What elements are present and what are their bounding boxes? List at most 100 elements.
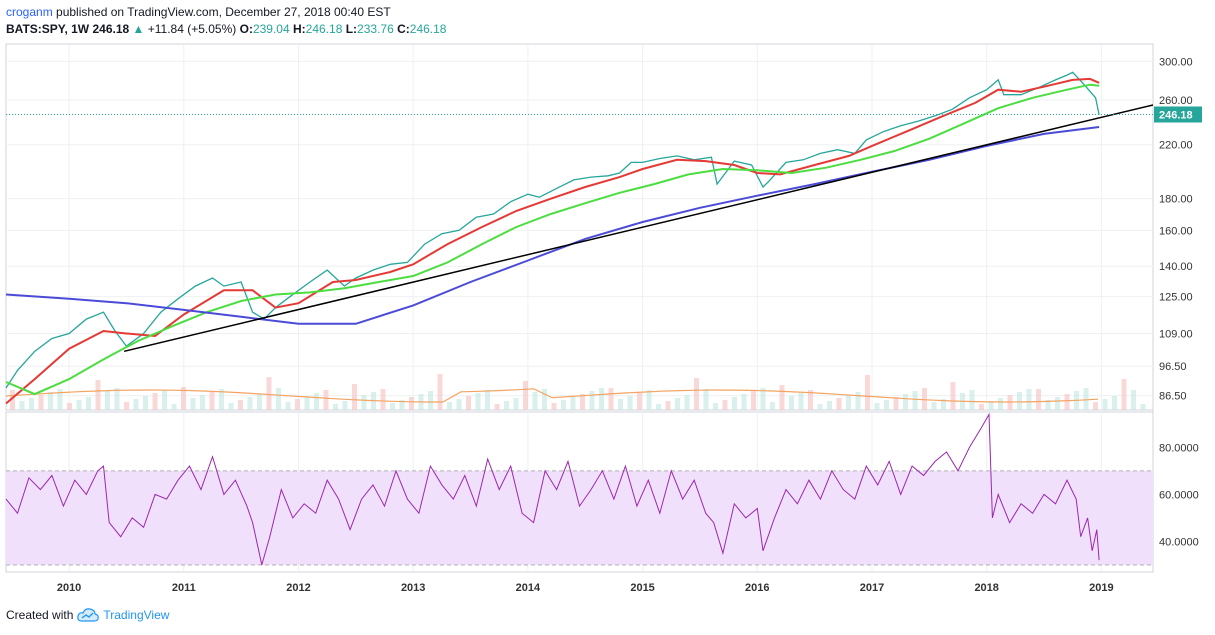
volume-bar-44	[428, 391, 433, 410]
volume-bar-88	[846, 395, 851, 410]
volume-bar-31	[304, 396, 310, 410]
volume-bar-6	[67, 403, 72, 410]
footer: Created with TradingView	[6, 608, 169, 622]
open-value: 239.04	[252, 22, 290, 36]
volume-bar-103	[988, 401, 994, 410]
volume-bar-30	[295, 399, 300, 410]
current-price-tag	[1154, 106, 1202, 123]
time-tick-label-4: 2014	[516, 582, 541, 594]
volume-bar-118	[1131, 390, 1136, 410]
volume-bar-3	[38, 395, 44, 410]
time-tick-label-9: 2019	[1089, 582, 1113, 594]
volume-bar-25	[247, 397, 253, 410]
tradingview-brand[interactable]: TradingView	[103, 608, 170, 622]
time-tick-label-6: 2016	[745, 582, 769, 594]
volume-bar-67	[646, 390, 652, 410]
volume-bar-111	[1064, 394, 1070, 410]
volume-bar-113	[1083, 388, 1089, 410]
trendline-line	[123, 104, 1154, 353]
time-tick-label-5: 2015	[630, 582, 654, 594]
volume-bar-36	[352, 384, 357, 410]
volume-bar-58	[561, 400, 566, 410]
volume-bar-96	[922, 388, 927, 410]
time-tick-label-7: 2017	[860, 582, 884, 594]
time-tick-label-2: 2012	[286, 582, 310, 594]
volume-bar-119	[1140, 404, 1146, 410]
volume-bar-102	[979, 404, 984, 410]
volume-bar-92	[884, 400, 889, 410]
volume-bar-16	[162, 390, 167, 410]
rsi-tick-label-2: 40.0000	[1159, 536, 1199, 548]
volume-bar-12	[124, 402, 129, 410]
volume-bar-79	[760, 388, 766, 410]
rsi-band	[6, 470, 1153, 565]
volume-bar-45	[437, 374, 443, 410]
author-link[interactable]: croganm	[6, 5, 53, 19]
price-tick-label-2: 220.00	[1159, 140, 1193, 152]
volume-bar-27	[266, 377, 272, 410]
volume-bar-56	[542, 389, 547, 410]
volume-bar-71	[684, 395, 690, 410]
volume-bar-94	[903, 394, 908, 410]
volume-bar-47	[456, 399, 462, 410]
volume-bar-37	[361, 395, 367, 410]
volume-bar-83	[798, 393, 804, 410]
high-label: H:	[293, 22, 306, 36]
chart-canvas[interactable]: 300.00 260.00 220.00 180.00 160.00 140.00 125.…	[0, 0, 1215, 600]
volume-bar-108	[1036, 389, 1041, 410]
up-arrow-icon: ▲	[132, 22, 145, 36]
volume-bar-26	[257, 394, 262, 410]
volume-bar-84	[808, 390, 813, 410]
volume-bar-15	[152, 393, 158, 410]
open-label: O:	[239, 22, 253, 36]
volume-bar-13	[133, 399, 139, 410]
price-axis: 300.00 260.00 220.00 180.00 160.00 140.00 125.…	[1159, 56, 1193, 402]
volume-bar-117	[1121, 379, 1127, 410]
volume-bar-17	[171, 404, 177, 410]
volume-bar-34	[333, 404, 338, 410]
volume-bar-0	[10, 390, 15, 410]
volume-bar-60	[580, 394, 585, 410]
volume-bar-9	[95, 380, 101, 410]
symbol-label[interactable]: BATS:SPY, 1W	[6, 22, 90, 36]
volume-bar-4	[48, 392, 53, 410]
volume-bar-21	[209, 392, 215, 410]
tradingview-cloud-icon	[77, 608, 100, 622]
volume-bar-104	[998, 398, 1003, 410]
volume-bar-40	[390, 403, 395, 410]
volume-bar-59	[570, 397, 576, 410]
volume-bar-109	[1045, 400, 1051, 410]
volume-bar-65	[627, 396, 633, 410]
volume-bar-85	[817, 404, 823, 410]
volume-bar-49	[475, 393, 481, 410]
volume-bar-73	[703, 389, 709, 410]
volume-bar-74	[713, 403, 718, 410]
volume-bar-50	[485, 390, 490, 410]
time-tick-label-3: 2013	[401, 582, 425, 594]
volume-bar-64	[618, 399, 623, 410]
volume-bar-89	[855, 392, 861, 410]
volume-bar-32	[314, 393, 319, 410]
volume-bar-77	[741, 394, 747, 410]
volume-bar-8	[86, 397, 91, 410]
volume-bar-5	[57, 389, 63, 410]
high-value: 246.18	[305, 22, 343, 36]
volume-bar-19	[190, 398, 196, 410]
price-tick-label-7: 109.00	[1159, 328, 1193, 340]
volume-bar-1	[19, 401, 25, 410]
last-price: 246.18	[92, 22, 130, 36]
volume-bar-11	[114, 388, 120, 410]
ohlc-line: BATS:SPY, 1W 246.18 ▲ +11.84 (+5.05%) O:…	[6, 21, 446, 38]
volume-bar-80	[770, 402, 775, 410]
volume-bar-20	[200, 395, 205, 410]
price-tick-label-0: 300.00	[1159, 56, 1193, 68]
volume-bar-110	[1055, 397, 1060, 410]
change-value: +11.84 (+5.05%)	[147, 22, 237, 36]
current-price-label: 246.18	[6, 106, 1202, 123]
volume-bar-63	[608, 388, 614, 410]
time-tick-label-1: 2011	[172, 582, 196, 594]
volume-bar-91	[874, 403, 880, 410]
volume-bar-93	[893, 397, 899, 410]
volume-bar-46	[447, 402, 452, 410]
price-tick-label-5: 140.00	[1159, 261, 1193, 273]
